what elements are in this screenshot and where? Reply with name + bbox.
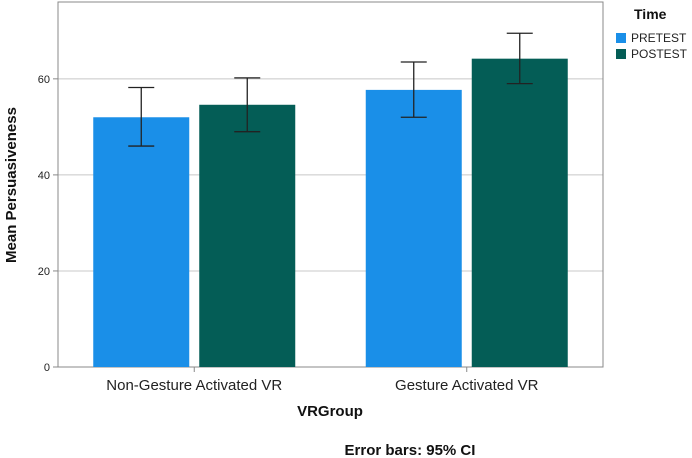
bar-pretest-1 (365, 89, 462, 368)
legend-items: PRETEST POSTEST (616, 31, 688, 61)
legend-swatch-pretest (616, 33, 626, 43)
legend-swatch-postest (616, 49, 626, 59)
bar-pretest-0 (93, 117, 190, 368)
legend-title: Time (634, 6, 667, 22)
x-axis-title: VRGroup (297, 403, 363, 420)
y-axis-ticks: 0 20 40 60 (38, 74, 58, 374)
bar-postest-1 (471, 58, 568, 367)
bars (93, 58, 568, 368)
legend-label-postest: POSTEST (631, 47, 688, 61)
y-tick-label: 20 (38, 266, 50, 278)
x-category-label: Gesture Activated VR (395, 377, 539, 394)
legend: Time PRETEST POSTEST (616, 6, 688, 61)
legend-label-pretest: PRETEST (631, 31, 687, 45)
y-tick-label: 60 (38, 74, 50, 86)
category-labels: Non-Gesture Activated VR Gesture Activate… (106, 367, 539, 394)
y-tick-label: 40 (38, 170, 50, 182)
x-category-label: Non-Gesture Activated VR (106, 377, 282, 394)
error-bars (128, 32, 533, 147)
y-tick-label: 0 (44, 362, 50, 374)
bar-postest-0 (199, 104, 296, 368)
y-axis-title: Mean Persuasiveness (3, 107, 20, 263)
error-bars-footnote: Error bars: 95% CI (345, 442, 476, 458)
plot-frame (57, 1, 604, 368)
